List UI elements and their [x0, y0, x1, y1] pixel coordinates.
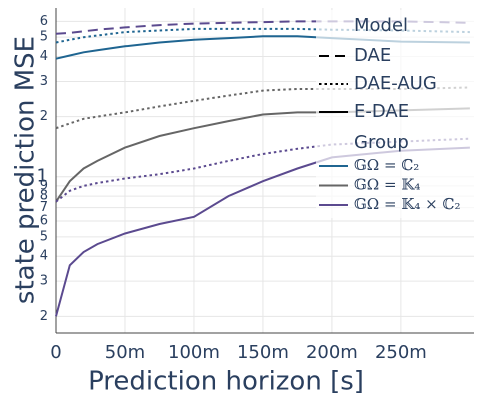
x-axis-title: Prediction horizon [s] — [88, 367, 364, 397]
legend-title: Model — [354, 15, 408, 36]
x-tick-label: 250m — [375, 342, 427, 363]
legend-label: E-DAE — [354, 101, 409, 122]
legend-label: DAE — [354, 45, 391, 66]
y-tick-label: 6 — [40, 14, 48, 29]
y-tick-label: 5 — [40, 30, 48, 45]
x-tick-label: 50m — [105, 342, 145, 363]
y-tick-label: 1 — [37, 166, 48, 187]
y-tick-label: 3 — [40, 274, 48, 289]
y-tick-label: 5 — [40, 229, 48, 244]
y-tick-label: 2 — [40, 109, 48, 124]
y-tick-label: 8 — [40, 189, 48, 204]
legend-label: 𝔾Ω = ℂ₂ — [354, 156, 419, 174]
legend-title: Group — [354, 132, 409, 153]
y-axis-title: state prediction MSE — [11, 36, 41, 304]
legend-background — [316, 10, 474, 218]
legend-label: DAE-AUG — [354, 73, 437, 94]
y-tick-label: 2 — [40, 309, 48, 324]
y-tick-label: 4 — [40, 49, 48, 64]
y-tick-label: 6 — [40, 214, 48, 229]
series-line — [55, 137, 470, 203]
legend-label: 𝔾Ω = 𝕂₄ × ℂ₂ — [354, 195, 460, 213]
legend-label: 𝔾Ω = 𝕂₄ — [354, 176, 420, 194]
x-tick-label: 150m — [237, 342, 289, 363]
y-tick-label: 3 — [40, 74, 48, 89]
x-tick-label: 0 — [50, 342, 61, 363]
y-tick-label: 7 — [40, 200, 48, 215]
x-tick-label: 100m — [168, 342, 220, 363]
x-tick-label: 200m — [306, 342, 358, 363]
series-line — [55, 86, 470, 130]
y-tick-label: 4 — [40, 249, 48, 264]
y-tick-label: 9 — [40, 178, 48, 193]
